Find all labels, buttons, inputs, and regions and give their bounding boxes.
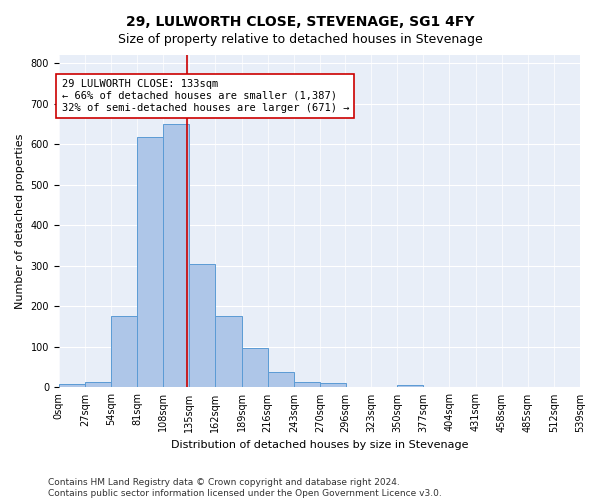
X-axis label: Distribution of detached houses by size in Stevenage: Distribution of detached houses by size … bbox=[170, 440, 468, 450]
Bar bbox=[397, 384, 424, 388]
Bar bbox=[294, 382, 320, 388]
Text: 29 LULWORTH CLOSE: 133sqm
← 66% of detached houses are smaller (1,387)
32% of se: 29 LULWORTH CLOSE: 133sqm ← 66% of detac… bbox=[62, 80, 349, 112]
Bar bbox=[59, 384, 85, 388]
Text: 29, LULWORTH CLOSE, STEVENAGE, SG1 4FY: 29, LULWORTH CLOSE, STEVENAGE, SG1 4FY bbox=[126, 15, 474, 29]
Bar bbox=[320, 384, 346, 388]
Bar bbox=[242, 348, 268, 388]
Bar bbox=[268, 372, 294, 388]
Y-axis label: Number of detached properties: Number of detached properties bbox=[15, 134, 25, 309]
Bar bbox=[111, 316, 137, 388]
Text: Contains HM Land Registry data © Crown copyright and database right 2024.
Contai: Contains HM Land Registry data © Crown c… bbox=[48, 478, 442, 498]
Text: Size of property relative to detached houses in Stevenage: Size of property relative to detached ho… bbox=[118, 32, 482, 46]
Bar bbox=[85, 382, 111, 388]
Bar bbox=[190, 264, 215, 388]
Bar bbox=[137, 138, 163, 388]
Bar bbox=[215, 316, 242, 388]
Bar bbox=[163, 124, 190, 388]
